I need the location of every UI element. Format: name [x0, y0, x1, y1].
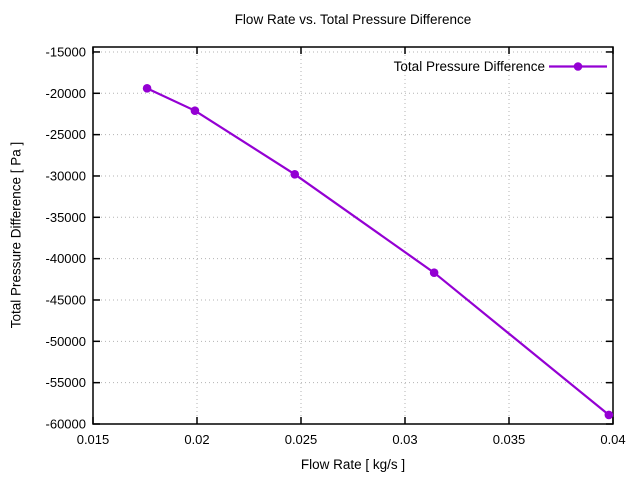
y-tick-label: -25000: [46, 127, 86, 142]
legend-label: Total Pressure Difference: [393, 59, 545, 74]
x-axis-label: Flow Rate [ kg/s ]: [300, 457, 406, 472]
x-tick-label: 0.03: [392, 432, 417, 447]
x-tick-label: 0.025: [285, 432, 318, 447]
data-point-marker: [290, 170, 300, 179]
data-point-marker: [142, 84, 152, 93]
y-tick-label: -50000: [46, 334, 86, 349]
y-tick-label: -55000: [46, 375, 86, 390]
y-tick-label: -35000: [46, 210, 86, 225]
y-tick-label: -15000: [46, 44, 86, 59]
y-axis-label: Total Pressure Difference [ Pa ]: [8, 141, 24, 329]
y-tick-label: -30000: [46, 168, 86, 183]
legend-marker-sample: [573, 62, 583, 71]
x-tick-label: 0.015: [77, 432, 110, 447]
y-tick-label: -45000: [46, 292, 86, 307]
data-point-marker: [429, 268, 439, 278]
y-tick-label: -20000: [46, 86, 86, 101]
y-tick-label: -40000: [46, 251, 86, 266]
x-tick-label: 0.02: [184, 432, 209, 447]
plot-border: [92, 46, 614, 425]
y-tick-label: -60000: [46, 417, 86, 432]
x-tick-label: 0.035: [493, 432, 526, 447]
data-point-marker: [604, 410, 614, 420]
chart-title: Flow Rate vs. Total Pressure Difference: [234, 12, 472, 27]
series-line: [146, 87, 610, 416]
x-tick-label: 0.04: [600, 432, 625, 447]
data-point-marker: [190, 106, 200, 115]
